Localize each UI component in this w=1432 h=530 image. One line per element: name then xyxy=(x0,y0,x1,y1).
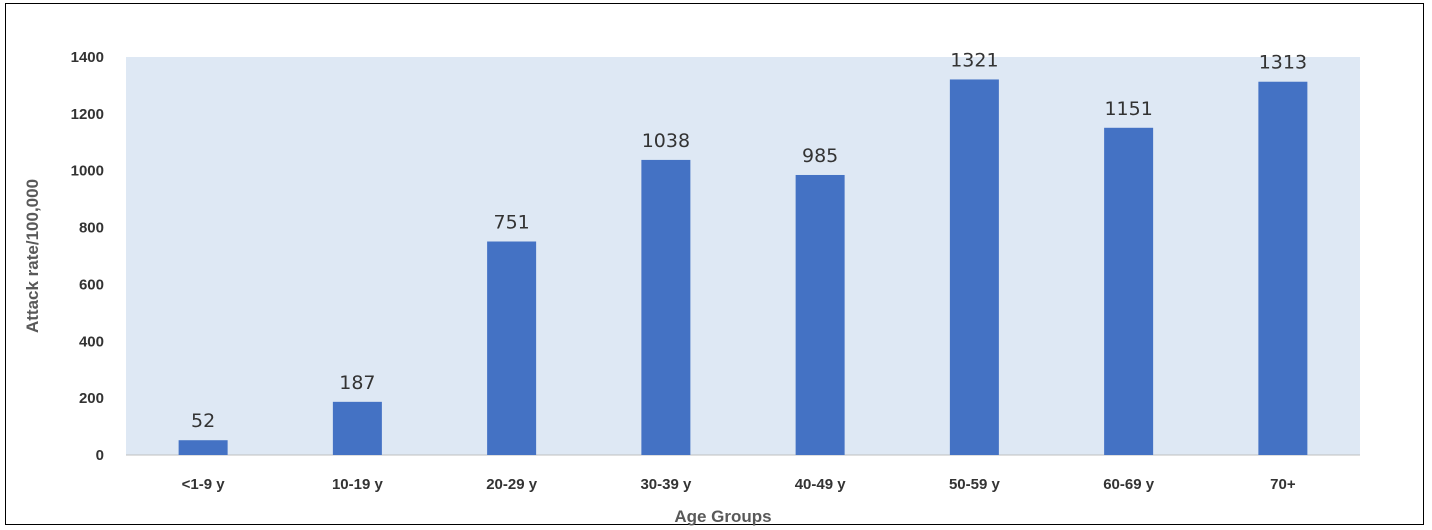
x-category-label: 30-39 y xyxy=(640,476,692,493)
bar xyxy=(332,401,382,455)
y-tick-label: 400 xyxy=(79,333,104,350)
x-category-label: 70+ xyxy=(1270,476,1296,493)
x-category-label: 60-69 y xyxy=(1103,476,1155,493)
bar-value-label: 1321 xyxy=(950,49,998,71)
bar-value-label: 1038 xyxy=(642,130,690,152)
category-labels: <1-9 y 10-19 y 20-29 y 30-39 y 40-49 y 50-59 … xyxy=(182,476,1296,493)
y-axis-title: Attack rate/100,000 xyxy=(23,179,42,333)
bar xyxy=(795,174,845,455)
x-axis-title: Age Groups xyxy=(674,507,771,526)
data-labels: 52 187 751 1038 985 1321 1151 1313 xyxy=(191,49,1307,432)
y-tick-label: 200 xyxy=(79,390,104,407)
plot-area-background xyxy=(126,57,1360,455)
bar xyxy=(1258,81,1308,456)
y-axis-ticks: 0 200 400 600 800 1000 1200 1400 xyxy=(71,49,104,464)
bar-value-label: 1313 xyxy=(1259,52,1307,74)
x-category-label: 50-59 y xyxy=(949,476,1001,493)
bar-value-label: 1151 xyxy=(1104,98,1152,120)
x-category-label: 40-49 y xyxy=(795,476,847,493)
bars xyxy=(178,79,1308,456)
x-category-label: 10-19 y xyxy=(332,476,384,493)
bar xyxy=(1104,127,1154,455)
bar xyxy=(641,159,691,455)
bar xyxy=(178,440,228,455)
x-category-label: <1-9 y xyxy=(182,476,226,493)
bar-value-label: 985 xyxy=(802,145,838,167)
y-tick-label: 600 xyxy=(79,276,104,293)
y-tick-label: 800 xyxy=(79,220,104,237)
y-tick-label: 1400 xyxy=(71,49,104,66)
bar-value-label: 751 xyxy=(493,212,529,234)
y-tick-label: 1200 xyxy=(71,106,104,123)
y-tick-label: 0 xyxy=(96,447,104,464)
y-tick-label: 1000 xyxy=(71,163,104,180)
bar xyxy=(487,241,537,455)
bar-value-label: 52 xyxy=(191,410,215,432)
bar-value-label: 187 xyxy=(339,372,375,394)
x-category-label: 20-29 y xyxy=(486,476,538,493)
bar xyxy=(949,79,999,456)
